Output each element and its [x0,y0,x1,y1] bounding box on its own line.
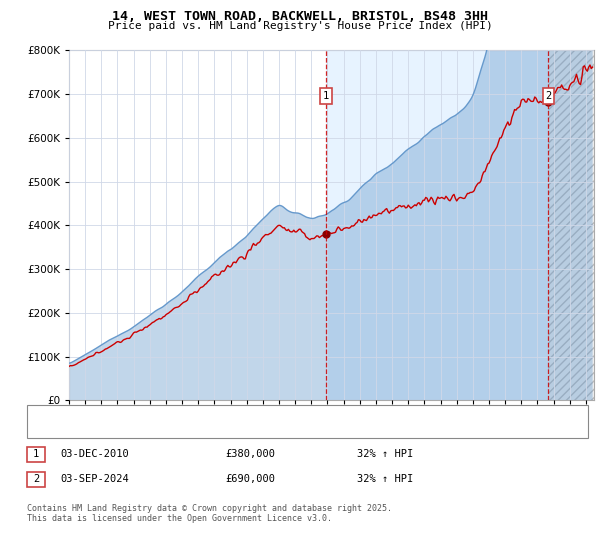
Text: £380,000: £380,000 [225,449,275,459]
Bar [326,50,548,400]
Text: Contains HM Land Registry data © Crown copyright and database right 2025.
This d: Contains HM Land Registry data © Crown c… [27,504,392,524]
Text: 32% ↑ HPI: 32% ↑ HPI [357,474,413,484]
Text: HPI: Average price, detached house, North Somerset: HPI: Average price, detached house, Nort… [56,425,343,435]
Text: £690,000: £690,000 [225,474,275,484]
Text: ——: —— [32,423,56,436]
Text: 2: 2 [545,91,551,101]
Text: 1: 1 [323,91,329,101]
Text: 03-SEP-2024: 03-SEP-2024 [60,474,129,484]
Text: ——: —— [32,408,56,421]
Text: 03-DEC-2010: 03-DEC-2010 [60,449,129,459]
Text: 1: 1 [33,449,39,459]
Text: Price paid vs. HM Land Registry's House Price Index (HPI): Price paid vs. HM Land Registry's House … [107,21,493,31]
Text: 32% ↑ HPI: 32% ↑ HPI [357,449,413,459]
Text: 14, WEST TOWN ROAD, BACKWELL, BRISTOL, BS48 3HH: 14, WEST TOWN ROAD, BACKWELL, BRISTOL, B… [112,10,488,23]
Text: 14, WEST TOWN ROAD, BACKWELL, BRISTOL, BS48 3HH (detached house): 14, WEST TOWN ROAD, BACKWELL, BRISTOL, B… [56,410,424,419]
Bar [548,50,594,400]
Text: 2: 2 [33,474,39,484]
